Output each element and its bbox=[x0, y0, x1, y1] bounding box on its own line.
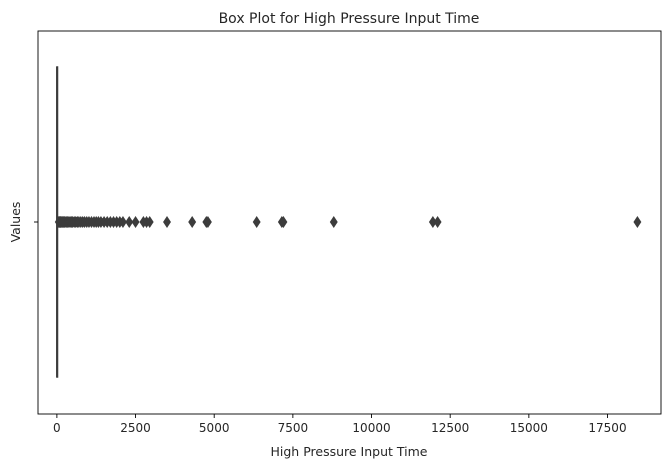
x-tick-label: 12500 bbox=[431, 421, 469, 435]
outlier-point bbox=[433, 216, 442, 228]
outlier-point bbox=[633, 216, 642, 228]
x-tick-label: 15000 bbox=[510, 421, 548, 435]
x-tick-label: 5000 bbox=[199, 421, 230, 435]
x-tick-label: 10000 bbox=[352, 421, 390, 435]
x-tick-label: 2500 bbox=[120, 421, 151, 435]
x-tick-label: 17500 bbox=[588, 421, 626, 435]
plot-area-frame bbox=[37, 30, 662, 415]
outlier-point bbox=[203, 216, 212, 228]
outlier-point bbox=[279, 216, 288, 228]
outlier-point bbox=[125, 216, 134, 228]
outlier-point bbox=[145, 216, 154, 228]
outlier-markers bbox=[54, 216, 642, 228]
outlier-point bbox=[163, 216, 171, 228]
x-tick-label: 7500 bbox=[278, 421, 309, 435]
outlier-point bbox=[329, 216, 338, 228]
x-tick-label: 0 bbox=[53, 421, 61, 435]
outlier-point bbox=[131, 216, 140, 228]
x-axis: 0 2500 5000 7500 10000 12500 15000 17500 bbox=[53, 414, 627, 435]
outlier-point bbox=[118, 216, 127, 228]
x-axis-label: High Pressure Input Time bbox=[271, 444, 428, 459]
outlier-point bbox=[252, 216, 261, 228]
y-axis-label: Values bbox=[8, 202, 23, 243]
outlier-point bbox=[188, 216, 197, 228]
chart-title: Box Plot for High Pressure Input Time bbox=[219, 11, 480, 27]
